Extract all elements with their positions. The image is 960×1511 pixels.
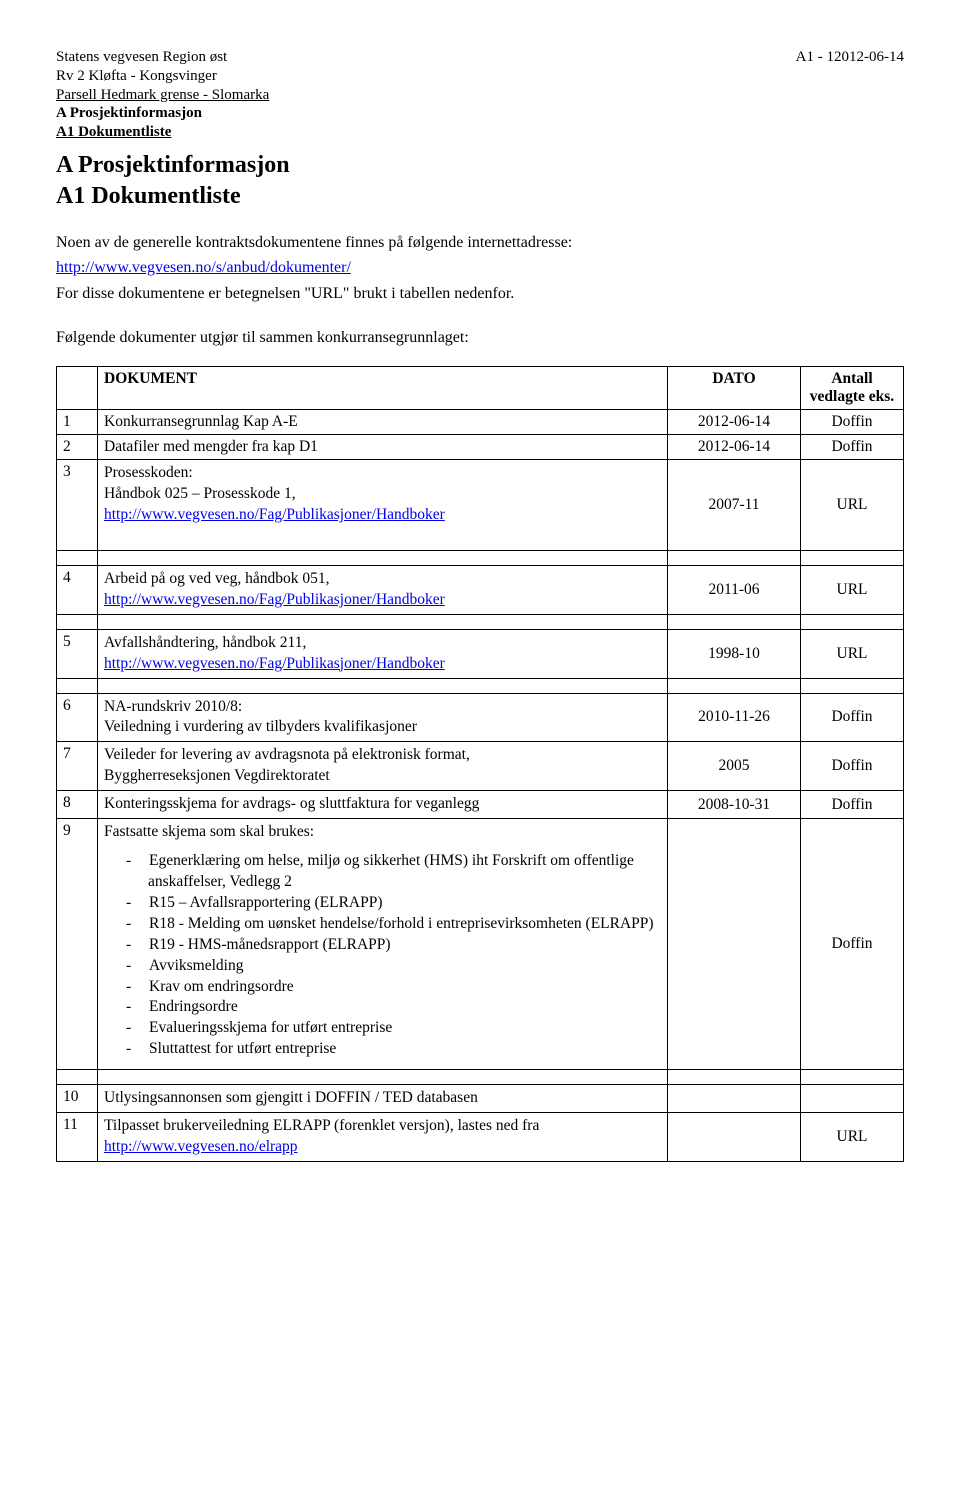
header-left: Statens vegvesen Region øst Rv 2 Kløfta … (56, 48, 716, 142)
handbok-link[interactable]: http://www.vegvesen.no/Fag/Publikasjoner… (104, 655, 445, 672)
table-header-row: DOKUMENT DATO Antall vedlagte eks. (57, 367, 904, 410)
table-row: 6 NA-rundskriv 2010/8: Veiledning i vurd… (57, 693, 904, 742)
title-a1: A1 Dokumentliste (56, 183, 904, 210)
list-item: Avviksmelding (126, 956, 661, 977)
header-org: Statens vegvesen Region øst (56, 48, 716, 67)
page-header: Statens vegvesen Region øst Rv 2 Kløfta … (56, 48, 904, 142)
th-antall: Antall vedlagte eks. (801, 367, 904, 410)
table-row: 5 Avfallshåndtering, håndbok 211, http:/… (57, 629, 904, 678)
title-a: A Prosjektinformasjon (56, 152, 904, 179)
list-item: Endringsordre (126, 997, 661, 1018)
th-dokument: DOKUMENT (98, 367, 668, 410)
header-docline: A1 Dokumentliste (56, 123, 716, 142)
header-parsell: Parsell Hedmark grense - Slomarka (56, 86, 716, 105)
list-item: R15 – Avfallsrapportering (ELRAPP) (126, 893, 661, 914)
row9-list: Egenerklæring om helse, miljø og sikkerh… (104, 851, 661, 1060)
list-item: R18 - Melding om uønsket hendelse/forhol… (126, 914, 661, 935)
table-row: 7 Veileder for levering av avdragsnota p… (57, 742, 904, 791)
table-row: 10 Utlysingsannonsen som gjengitt i DOFF… (57, 1085, 904, 1113)
elrapp-link[interactable]: http://www.vegvesen.no/elrapp (104, 1138, 298, 1155)
intro-line3: Følgende dokumenter utgjør til sammen ko… (56, 327, 904, 349)
intro-line2: For disse dokumentene er betegnelsen "UR… (56, 283, 904, 305)
list-item: R19 - HMS-månedsrapport (ELRAPP) (126, 935, 661, 956)
handbok-link[interactable]: http://www.vegvesen.no/Fag/Publikasjoner… (104, 506, 445, 523)
document-table: DOKUMENT DATO Antall vedlagte eks. 1 Kon… (56, 366, 904, 1162)
table-row: 4 Arbeid på og ved veg, håndbok 051, htt… (57, 565, 904, 614)
table-row: 9 Fastsatte skjema som skal brukes: Egen… (57, 819, 904, 1070)
intro-line1: Noen av de generelle kontraktsdokumenten… (56, 232, 904, 254)
table-row: 8 Konteringsskjema for avdrags- og slutt… (57, 791, 904, 819)
header-project: A Prosjektinformasjon (56, 104, 716, 123)
th-dato: DATO (668, 367, 801, 410)
intro-link-line: http://www.vegvesen.no/s/anbud/dokumente… (56, 257, 904, 279)
table-row: 11 Tilpasset brukerveiledning ELRAPP (fo… (57, 1113, 904, 1162)
table-row: 2 Datafiler med mengder fra kap D1 2012-… (57, 435, 904, 460)
intro-link[interactable]: http://www.vegvesen.no/s/anbud/dokumente… (56, 259, 351, 276)
list-item: Sluttattest for utført entreprise (126, 1039, 661, 1060)
header-date: 2012-06-14 (834, 48, 904, 142)
table-row: 3 Prosesskoden: Håndbok 025 – Prosesskod… (57, 460, 904, 551)
list-item: Evalueringsskjema for utført entreprise (126, 1018, 661, 1039)
handbok-link[interactable]: http://www.vegvesen.no/Fag/Publikasjoner… (104, 591, 445, 608)
th-blank (57, 367, 98, 410)
header-road: Rv 2 Kløfta - Kongsvinger (56, 67, 716, 86)
list-item: Krav om endringsordre (126, 977, 661, 998)
list-item: Egenerklæring om helse, miljø og sikkerh… (126, 851, 661, 893)
table-row: 1 Konkurransegrunnlag Kap A-E 2012-06-14… (57, 410, 904, 435)
header-page-ref: A1 - 1 (716, 48, 834, 142)
